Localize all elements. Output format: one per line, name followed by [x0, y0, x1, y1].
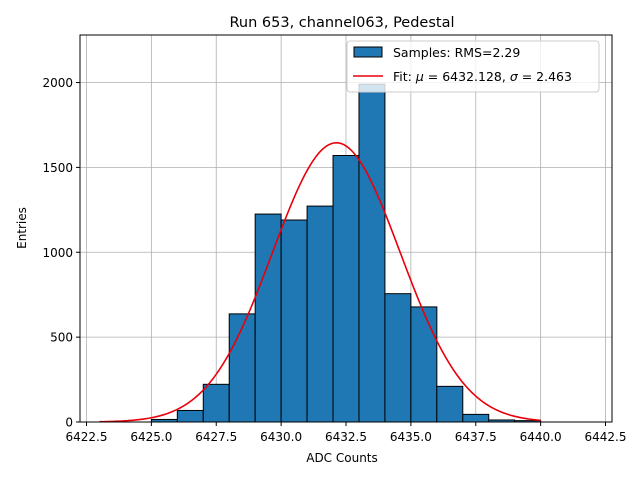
y-axis-ticks: 0 500 1000 1500 2000 [42, 76, 80, 430]
y-tick-label: 1500 [42, 161, 73, 175]
histogram-bar [436, 385, 464, 423]
histogram-bar [410, 306, 438, 423]
y-axis-label: Entries [15, 207, 29, 249]
histogram-bar [462, 413, 490, 423]
x-tick-label: 6435.0 [390, 430, 432, 444]
chart-title: Run 653, channel063, Pedestal [229, 15, 454, 31]
x-tick-label: 6432.5 [325, 430, 367, 444]
y-tick-label: 1000 [42, 246, 73, 260]
x-tick-label: 6422.5 [65, 430, 107, 444]
histogram-bar [306, 205, 334, 423]
legend-samples-swatch [353, 46, 383, 58]
fit-curve [99, 142, 541, 423]
x-axis-ticks: 6422.5 6425.0 6427.5 6430.0 6432.5 6435.0 6437… [65, 422, 627, 444]
histogram-bar [228, 313, 256, 423]
legend-samples-label: Samples: RMS=2.29 [393, 45, 520, 60]
x-tick-label: 6427.5 [195, 430, 237, 444]
histogram-bar [176, 409, 204, 423]
histogram-bar [332, 155, 360, 423]
legend-fit-label: Fit: μ = 6432.128, σ = 2.463 [393, 69, 572, 84]
y-tick-label: 500 [50, 331, 73, 345]
y-tick-label: 2000 [42, 76, 73, 90]
histogram-bar [202, 383, 230, 423]
legend: Samples: RMS=2.29 Fit: μ = 6432.128, σ =… [346, 40, 600, 93]
x-tick-label: 6430.0 [260, 430, 302, 444]
legend-box [346, 40, 600, 93]
histogram-bar [358, 83, 386, 423]
x-tick-label: 6440.0 [520, 430, 562, 444]
x-tick-label: 6442.5 [585, 430, 627, 444]
histogram-bar [384, 293, 412, 423]
x-tick-label: 6437.5 [455, 430, 497, 444]
x-tick-label: 6425.0 [130, 430, 172, 444]
histogram-bar [280, 219, 308, 423]
y-tick-label: 0 [65, 416, 73, 430]
x-axis-label: ADC Counts [306, 451, 378, 465]
histogram-bar [254, 213, 282, 423]
